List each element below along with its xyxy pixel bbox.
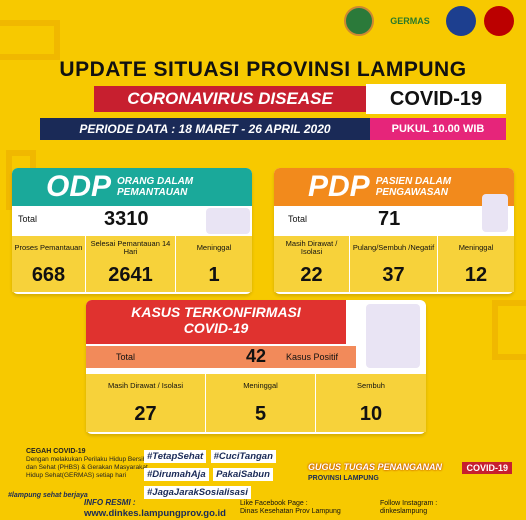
kasus-total-label: Total [116, 352, 136, 362]
decor-pattern [0, 20, 60, 60]
kasus-cell-label: Meninggal [243, 381, 278, 390]
pukul-banner: PUKUL 10.00 WIB [370, 118, 506, 140]
iv-drip-illustration [482, 194, 508, 232]
instagram-title: Follow Instagram : [380, 500, 438, 507]
instagram-info[interactable]: Follow Instagram : dinkeslampung [380, 500, 437, 516]
pdp-header: PDP PASIEN DALAM PENGAWASAN [274, 168, 514, 206]
odp-cell-value: 1 [208, 263, 220, 286]
info-bar: INFO RESMI : www.dinkes.lampungprov.go.i… [0, 496, 526, 520]
cegah-block: CEGAH COVID-19 Dengan melakukan Perilaku… [26, 448, 156, 480]
kasus-cell-value: 27 [134, 402, 157, 425]
kasus-cell: Sembuh 10 [316, 374, 426, 432]
pdp-cell-value: 37 [382, 263, 405, 286]
pdp-cell-value: 12 [464, 263, 488, 286]
odp-name: ORANG DALAM PEMANTAUAN [117, 176, 194, 198]
hashtag: #TetapSehat [144, 450, 207, 463]
hashtag-block: #TetapSehat #CuciTangan #DirumahAja Paka… [144, 446, 294, 500]
kasus-title: KASUS TERKONFIRMASI [131, 304, 301, 320]
hashtag: #DirumahAja [144, 468, 209, 481]
facebook-title: Like Facebook Page : [240, 500, 308, 507]
gugus-tag: COVID-19 [462, 462, 512, 474]
gugus-tugas-block: GUGUS TUGAS PENANGANAN COVID-19 PROVINSI… [308, 462, 512, 490]
wheelchair-illustration [366, 304, 420, 368]
disease-banner: CORONAVIRUS DISEASE [94, 86, 366, 112]
pdp-cell-value: 22 [300, 263, 323, 286]
kasus-total-row: Total 42 Kasus Positif [86, 346, 356, 368]
odp-breakdown: Proses Pemantauan 668 Selesai Pemantauan… [12, 236, 252, 292]
kasus-cell-value: 10 [359, 402, 383, 425]
lampung-sehat-logo: #lampung sehat berjaya [8, 492, 88, 499]
info-title: INFO RESMI : [84, 498, 136, 507]
facebook-info[interactable]: Like Facebook Page : Dinas Kesehatan Pro… [240, 500, 341, 516]
patient-illustration [206, 208, 250, 234]
pdp-cell-label: Masih Dirawat / Isolasi [285, 239, 338, 256]
pdp-total-label: Total [288, 214, 308, 224]
pdp-cell: Masih Dirawat / Isolasi 22 [274, 236, 350, 292]
kasus-cell: Meninggal 5 [206, 374, 316, 432]
cegah-title: CEGAH COVID-19 [26, 448, 86, 455]
kasus-card: KASUS TERKONFIRMASI COVID-19 Total 42 Ka… [86, 300, 426, 434]
pdp-cell: Pulang/Sembuh /Negatif 37 [350, 236, 438, 292]
odp-card: ODP ORANG DALAM PEMANTAUAN Total 3310 Pr… [12, 168, 252, 294]
hashtag: #JagaJarakSosialisasi [144, 486, 251, 499]
odp-cell: Meninggal 1 [176, 236, 252, 292]
cegah-text: Dengan melakukan Perilaku Hidup Bersih d… [26, 456, 148, 479]
kasus-total-value: 42 [246, 346, 267, 366]
pdp-cell-label: Pulang/Sembuh /Negatif [352, 243, 435, 252]
kasus-cell: Masih Dirawat / Isolasi 27 [86, 374, 206, 432]
gugus-label: GUGUS TUGAS PENANGANAN [308, 462, 443, 472]
periode-banner: PERIODE DATA : 18 MARET - 26 APRIL 2020 [40, 118, 370, 140]
kasus-header: KASUS TERKONFIRMASI COVID-19 [86, 300, 346, 344]
police-logo [446, 6, 476, 36]
pdp-name: PASIEN DALAM PENGAWASAN [375, 176, 452, 198]
kasus-breakdown: Masih Dirawat / Isolasi 27 Meninggal 5 S… [86, 374, 426, 432]
pdp-breakdown: Masih Dirawat / Isolasi 22 Pulang/Sembuh… [274, 236, 514, 292]
lampung-province-logo [344, 6, 374, 36]
odp-cell-label: Meninggal [196, 243, 232, 252]
pdp-card: PDP PASIEN DALAM PENGAWASAN Total 71 Mas… [274, 168, 514, 294]
army-logo [484, 6, 514, 36]
facebook-page: Dinas Kesehatan Prov Lampung [240, 508, 341, 515]
decor-pattern [492, 300, 526, 360]
odp-header: ODP ORANG DALAM PEMANTAUAN [12, 168, 252, 206]
covid-banner: COVID-19 [366, 84, 506, 114]
hashtag: #CuciTangan [210, 450, 276, 463]
pdp-total-value: 71 [378, 208, 401, 230]
odp-cell: Selesai Pemantauan 14 Hari 2641 [86, 236, 176, 292]
odp-cell-value: 2641 [108, 263, 153, 286]
odp-cell: Proses Pemantauan 668 [12, 236, 86, 292]
pdp-cell-label: Meninggal [458, 243, 494, 252]
kasus-positif-label: Kasus Positif [286, 352, 339, 362]
odp-total-value: 3310 [104, 208, 149, 230]
kasus-cell-label: Sembuh [357, 381, 385, 390]
pdp-cell: Meninggal 12 [438, 236, 514, 292]
hashtag: PakaiSabun [213, 468, 273, 481]
kasus-cell-label: Masih Dirawat / Isolasi [107, 381, 184, 390]
gugus-provinsi: PROVINSI LAMPUNG [308, 475, 379, 482]
odp-cell-label: Proses Pemantauan [14, 243, 83, 252]
logo-bar: GERMAS [344, 6, 514, 36]
germas-logo: GERMAS [390, 16, 430, 26]
odp-total-label: Total [18, 214, 38, 224]
odp-cell-label: Selesai Pemantauan 14 Hari [90, 239, 171, 256]
kasus-subtitle: COVID-19 [183, 320, 249, 336]
pdp-code: PDP [308, 170, 370, 203]
page-title: UPDATE SITUASI PROVINSI LAMPUNG [59, 58, 467, 81]
info-url[interactable]: www.dinkes.lampungprov.go.id [84, 508, 226, 519]
instagram-handle: dinkeslampung [380, 508, 428, 515]
odp-code: ODP [46, 170, 112, 203]
kasus-cell-value: 5 [254, 402, 267, 425]
odp-cell-value: 668 [31, 263, 66, 286]
